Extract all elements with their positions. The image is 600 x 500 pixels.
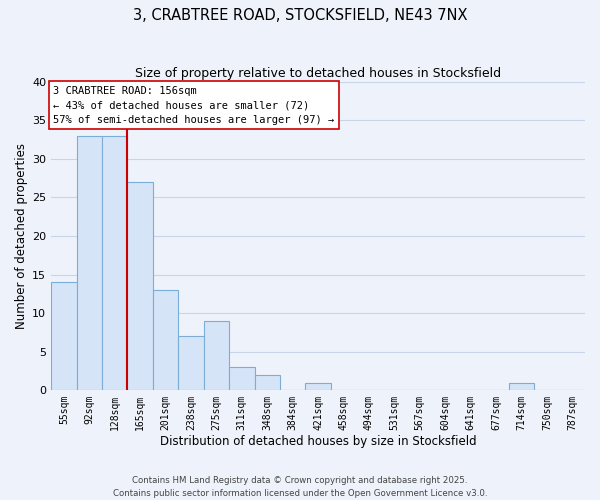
Bar [77, 136, 102, 390]
Bar [153, 290, 178, 390]
Bar [254, 375, 280, 390]
Text: Contains HM Land Registry data © Crown copyright and database right 2025.
Contai: Contains HM Land Registry data © Crown c… [113, 476, 487, 498]
Y-axis label: Number of detached properties: Number of detached properties [15, 143, 28, 329]
Bar [102, 136, 127, 390]
Bar [305, 382, 331, 390]
Bar [127, 182, 153, 390]
Bar [203, 321, 229, 390]
Title: Size of property relative to detached houses in Stocksfield: Size of property relative to detached ho… [135, 68, 501, 80]
Bar [229, 367, 254, 390]
Text: 3 CRABTREE ROAD: 156sqm
← 43% of detached houses are smaller (72)
57% of semi-de: 3 CRABTREE ROAD: 156sqm ← 43% of detache… [53, 86, 334, 125]
Bar [51, 282, 77, 390]
Bar [178, 336, 203, 390]
Text: 3, CRABTREE ROAD, STOCKSFIELD, NE43 7NX: 3, CRABTREE ROAD, STOCKSFIELD, NE43 7NX [133, 8, 467, 22]
Bar [509, 382, 534, 390]
X-axis label: Distribution of detached houses by size in Stocksfield: Distribution of detached houses by size … [160, 434, 476, 448]
